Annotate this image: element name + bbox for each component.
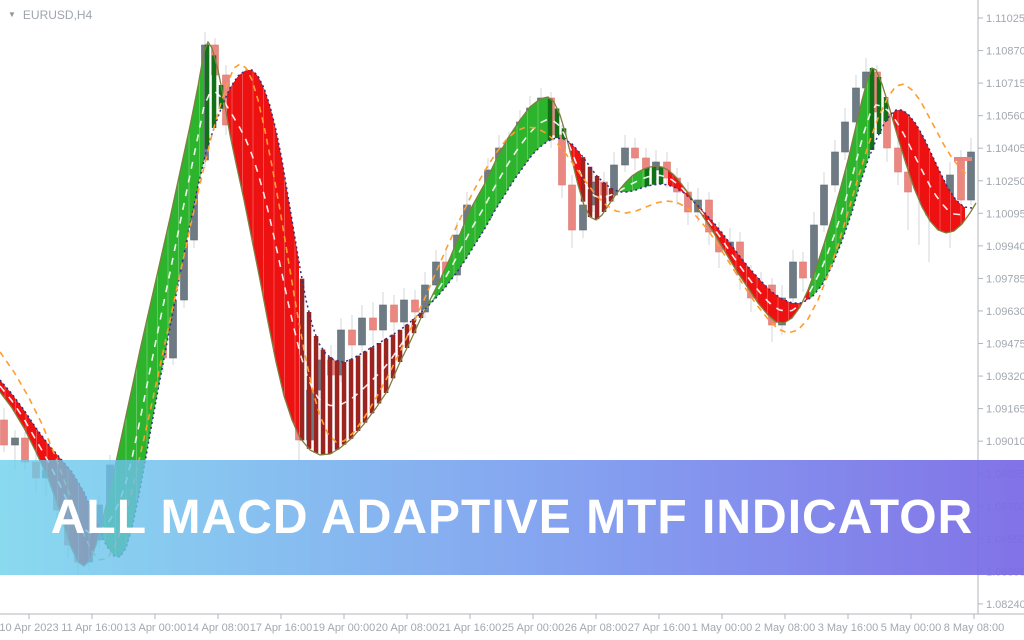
svg-text:1.09940: 1.09940: [986, 241, 1024, 253]
banner-title: ALL MACD ADAPTIVE MTF INDICATOR: [50, 491, 974, 544]
svg-text:5 May 00:00: 5 May 00:00: [881, 622, 942, 634]
symbol-text: EURUSD,H4: [22, 8, 93, 22]
svg-text:21 Apr 16:00: 21 Apr 16:00: [439, 622, 501, 634]
time-axis[interactable]: 10 Apr 2023 11 Apr 16:00 13 Apr 00:00 14 Ap…: [0, 613, 1024, 634]
svg-text:3 May 16:00: 3 May 16:00: [818, 622, 879, 634]
svg-text:1.10560: 1.10560: [986, 111, 1024, 123]
promo-banner: ALL MACD ADAPTIVE MTF INDICATOR: [0, 460, 1024, 575]
svg-text:1.11025: 1.11025: [986, 13, 1024, 25]
svg-text:1.10250: 1.10250: [986, 176, 1024, 188]
svg-text:1.10715: 1.10715: [986, 78, 1024, 90]
svg-text:17 Apr 16:00: 17 Apr 16:00: [250, 622, 312, 634]
svg-text:27 Apr 16:00: 27 Apr 16:00: [628, 622, 690, 634]
svg-text:1.09785: 1.09785: [986, 273, 1024, 285]
svg-text:25 Apr 00:00: 25 Apr 00:00: [502, 622, 564, 634]
svg-text:10 Apr 2023: 10 Apr 2023: [0, 622, 59, 634]
svg-text:19 Apr 00:00: 19 Apr 00:00: [313, 622, 375, 634]
svg-text:1.09320: 1.09320: [986, 371, 1024, 383]
svg-text:1.09165: 1.09165: [986, 404, 1024, 416]
svg-text:1 May 00:00: 1 May 00:00: [692, 622, 753, 634]
svg-text:1.10095: 1.10095: [986, 208, 1024, 220]
chevron-down-icon: ▼: [8, 10, 16, 19]
svg-text:1.10405: 1.10405: [986, 143, 1024, 155]
svg-text:26 Apr 08:00: 26 Apr 08:00: [565, 622, 627, 634]
svg-text:1.09475: 1.09475: [986, 339, 1024, 351]
svg-text:8 May 08:00: 8 May 08:00: [944, 622, 1005, 634]
indicator-lines-layer: [0, 40, 977, 567]
svg-text:13 Apr 00:00: 13 Apr 00:00: [124, 622, 186, 634]
svg-text:1.09630: 1.09630: [986, 306, 1024, 318]
svg-text:2 May 08:00: 2 May 08:00: [755, 622, 816, 634]
svg-text:1.10870: 1.10870: [986, 46, 1024, 58]
svg-text:1.09010: 1.09010: [986, 436, 1024, 448]
symbol-timeframe-label[interactable]: ▼ EURUSD,H4: [8, 8, 92, 22]
svg-text:1.08240: 1.08240: [986, 599, 1024, 611]
svg-text:11 Apr 16:00: 11 Apr 16:00: [61, 622, 123, 634]
svg-text:14 Apr 08:00: 14 Apr 08:00: [187, 622, 249, 634]
svg-text:20 Apr 08:00: 20 Apr 08:00: [376, 622, 438, 634]
